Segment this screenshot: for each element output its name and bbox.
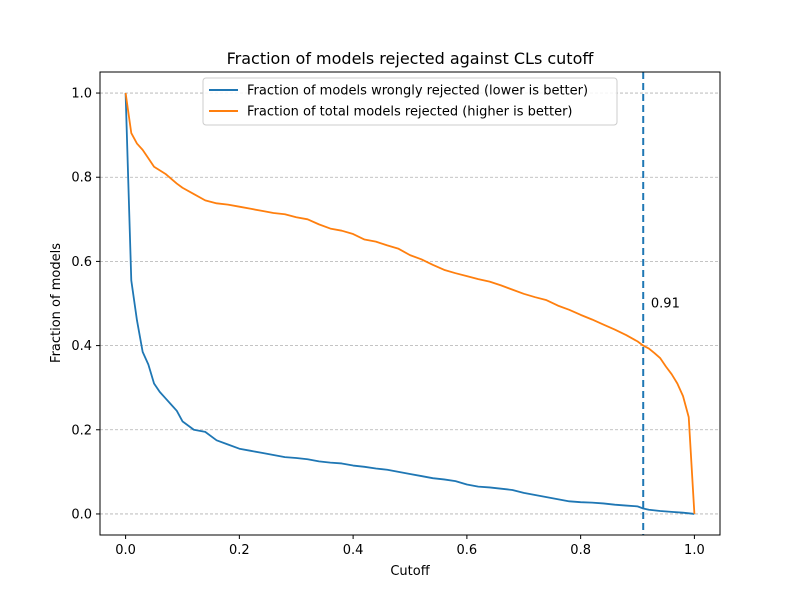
x-tick-label: 0.6	[457, 543, 478, 558]
x-tick-label: 0.4	[343, 543, 364, 558]
x-tick-label: 0.0	[115, 543, 136, 558]
legend-label: Fraction of models wrongly rejected (low…	[247, 84, 588, 99]
y-tick-label: 0.0	[71, 507, 92, 522]
y-tick-label: 0.6	[71, 255, 92, 270]
y-axis-ticks: 0.0 0.2 0.4 0.6 0.8 1.0	[71, 87, 100, 522]
annotations: 0.91	[642, 72, 680, 535]
y-axis-label: Fraction of models	[49, 243, 64, 363]
x-axis-label: Cutoff	[390, 564, 430, 579]
y-tick-label: 0.4	[71, 339, 92, 354]
y-tick-label: 0.2	[71, 423, 92, 438]
legend-label: Fraction of total models rejected (highe…	[247, 105, 573, 120]
x-tick-label: 1.0	[684, 543, 705, 558]
series-lines	[124, 92, 696, 515]
legend: Fraction of models wrongly rejected (low…	[202, 77, 618, 126]
x-tick-label: 0.8	[570, 543, 591, 558]
y-tick-label: 0.8	[71, 171, 92, 186]
x-axis-ticks: 0.0 0.2 0.4 0.6 0.8 1.0	[115, 535, 705, 558]
chart-title: Fraction of models rejected against CLs …	[227, 49, 595, 68]
plot-area-frame	[99, 71, 721, 536]
y-tick-label: 1.0	[71, 87, 92, 102]
legend-box	[202, 77, 618, 126]
cutoff-annotation: 0.91	[651, 297, 680, 312]
x-tick-label: 0.2	[229, 543, 250, 558]
series-line-total-rejected	[124, 92, 696, 515]
series-line-wrongly-rejected	[124, 93, 695, 515]
